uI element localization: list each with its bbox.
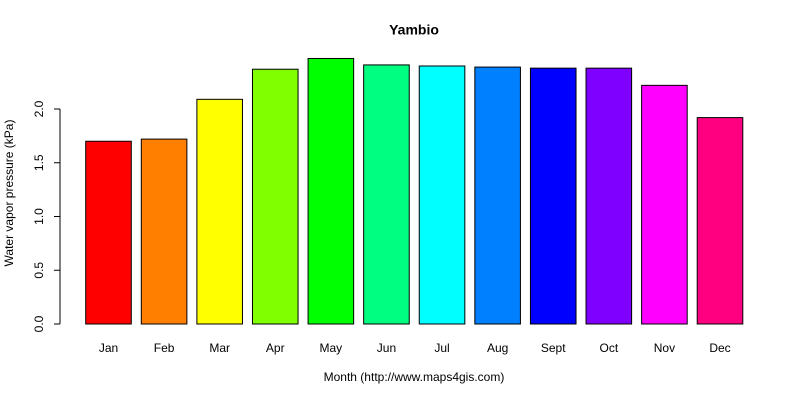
y-tick-label: 1.5	[32, 154, 46, 171]
y-tick-label: 0.0	[32, 315, 46, 332]
bar	[251, 68, 299, 325]
x-tick-label: Mar	[209, 341, 230, 355]
bar	[196, 98, 243, 325]
bar	[529, 67, 577, 325]
x-axis-label: Month (http://www.maps4gis.com)	[324, 370, 505, 384]
x-tick-label: May	[320, 341, 343, 355]
chart-title: Yambio	[389, 22, 439, 38]
bar	[140, 138, 188, 325]
bar	[696, 117, 744, 325]
y-tick-label: 1.0	[32, 208, 46, 225]
x-tick-label: Jan	[99, 341, 118, 355]
x-tick-label: Dec	[709, 341, 730, 355]
bar	[641, 84, 688, 325]
x-tick-label: Oct	[599, 341, 618, 355]
bar	[363, 64, 410, 325]
x-tick-label: Feb	[154, 341, 175, 355]
y-tick-label: 0.5	[32, 262, 46, 279]
y-tick-label: 2.0	[32, 100, 46, 117]
x-tick-label: Sept	[541, 341, 566, 355]
x-tick-label: Jun	[377, 341, 396, 355]
x-tick-label: Nov	[654, 341, 675, 355]
x-tick-label: Jul	[434, 341, 449, 355]
y-axis-label: Water vapor pressure (kPa)	[2, 120, 16, 267]
bar	[85, 140, 132, 325]
x-tick-label: Aug	[487, 341, 508, 355]
bar	[307, 57, 355, 325]
bar	[418, 65, 466, 325]
bar	[474, 66, 521, 325]
x-tick-label: Apr	[266, 341, 285, 355]
bar	[585, 67, 633, 325]
